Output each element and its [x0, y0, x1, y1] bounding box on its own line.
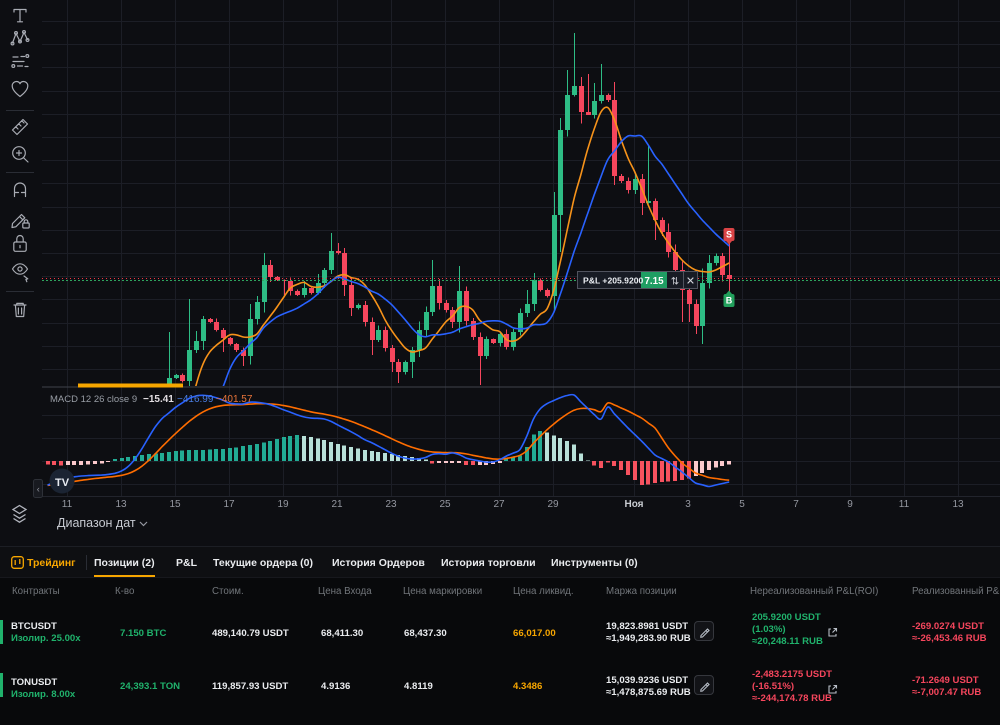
svg-text:✕: ✕ [686, 276, 695, 288]
svg-text:25: 25 [439, 499, 451, 510]
svg-text:S: S [726, 230, 732, 240]
svg-text:27: 27 [493, 499, 505, 510]
svg-text:7: 7 [793, 499, 799, 510]
svg-text:⇅: ⇅ [671, 277, 679, 288]
svg-text:29: 29 [547, 499, 559, 510]
svg-text:‹: ‹ [37, 484, 40, 494]
svg-text:Диапазон дат: Диапазон дат [57, 516, 136, 530]
svg-text:13: 13 [952, 499, 964, 510]
svg-text:9: 9 [847, 499, 853, 510]
svg-text:13: 13 [115, 499, 127, 510]
svg-text:17: 17 [223, 499, 235, 510]
svg-text:Ноя: Ноя [624, 499, 643, 510]
svg-text:11: 11 [899, 499, 910, 510]
svg-text:5: 5 [739, 499, 745, 510]
svg-text:21: 21 [331, 499, 343, 510]
svg-text:MACD 12 26 close 9: MACD 12 26 close 9 [50, 394, 137, 405]
svg-text:7.15: 7.15 [644, 276, 664, 287]
svg-text:B: B [726, 296, 733, 306]
svg-text:19: 19 [277, 499, 289, 510]
svg-text:3: 3 [685, 499, 691, 510]
svg-text:−416.99: −416.99 [177, 394, 214, 405]
svg-text:11: 11 [62, 499, 73, 510]
svg-text:P&L +205.9200: P&L +205.9200 [583, 276, 644, 286]
svg-text:15: 15 [169, 499, 181, 510]
svg-text:−15.41: −15.41 [143, 394, 174, 405]
svg-text:23: 23 [385, 499, 397, 510]
svg-text:TV: TV [55, 477, 70, 489]
svg-text:−401.57: −401.57 [216, 394, 253, 405]
